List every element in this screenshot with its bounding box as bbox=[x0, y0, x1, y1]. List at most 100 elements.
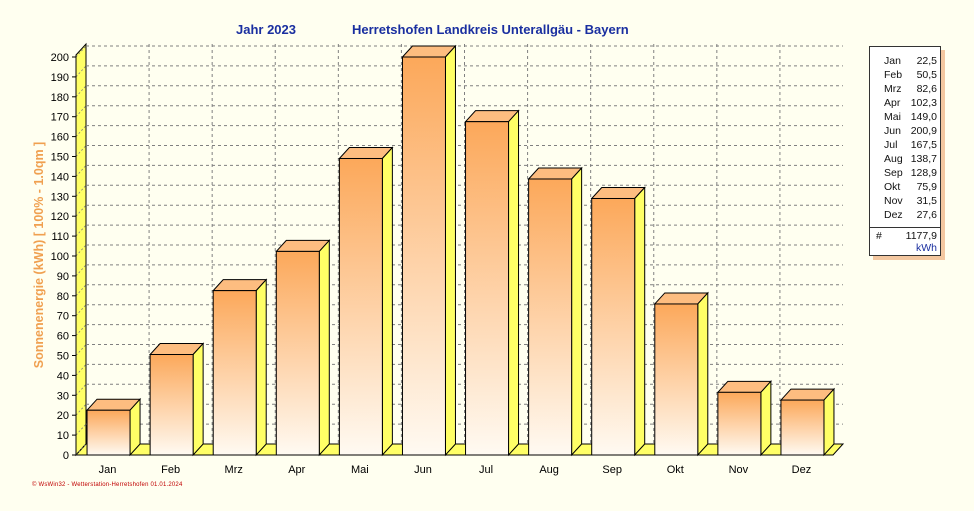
bar-front-face bbox=[591, 197, 636, 456]
legend-month: Aug bbox=[884, 153, 903, 165]
gridline-side bbox=[75, 204, 87, 217]
gridline-side bbox=[75, 384, 87, 396]
x-tick-label: Mai bbox=[351, 464, 369, 476]
bar-side-face bbox=[760, 380, 772, 457]
legend-value: 200,9 bbox=[910, 125, 937, 137]
y-tick-label: 10 bbox=[57, 430, 69, 442]
bar-aug bbox=[527, 166, 583, 457]
gridline-side bbox=[75, 403, 87, 416]
bar-side-face bbox=[571, 166, 583, 457]
side-wall bbox=[75, 42, 87, 457]
y-tick-label: 140 bbox=[51, 171, 69, 183]
legend-row: Nov 31,5 bbox=[870, 194, 940, 208]
y-tick-label: 170 bbox=[51, 112, 69, 124]
bar-front-face bbox=[717, 391, 762, 456]
x-tick-label: Jan bbox=[99, 464, 117, 476]
x-tick-label: Dez bbox=[792, 464, 812, 476]
gridline-side bbox=[75, 423, 87, 436]
x-tick-labels: Jan Feb Mrz Apr Mai Jun Jul Aug Sep Okt Nov Dez bbox=[99, 464, 812, 476]
y-tick-labels: 0 10 20 30 40 50 60 70 80 90 100 110 120 130 140 150 160… bbox=[51, 52, 76, 462]
legend-value: 31,5 bbox=[916, 195, 937, 207]
x-tick-label: Apr bbox=[288, 464, 305, 476]
bar-front-face bbox=[465, 121, 510, 456]
legend-total-value: 1177,9 bbox=[905, 230, 937, 242]
y-axis-label: Sonnenenergie (kWh) [ 100% - 1.0qm ] bbox=[32, 142, 46, 368]
bar-front-face bbox=[212, 290, 257, 456]
y-tick-label: 60 bbox=[57, 331, 69, 343]
bar-front-face bbox=[275, 250, 320, 456]
y-tick-label: 200 bbox=[51, 52, 69, 64]
legend-row: Dez 27,6 bbox=[870, 208, 940, 222]
bar-side-face bbox=[634, 186, 646, 457]
chart-title-year: Jahr 2023 bbox=[236, 22, 296, 37]
legend-value: 50,5 bbox=[916, 69, 937, 81]
y-tick-label: 190 bbox=[51, 72, 69, 84]
bar-front-face bbox=[654, 303, 699, 456]
y-tick-label: 130 bbox=[51, 191, 69, 203]
legend-row: Apr 102,3 bbox=[870, 96, 940, 110]
y-tick-label: 180 bbox=[51, 92, 69, 104]
legend-total-symbol: # bbox=[876, 230, 882, 242]
bar-front-face bbox=[338, 157, 383, 456]
y-tick-label: 20 bbox=[57, 410, 69, 422]
legend-month: Mrz bbox=[884, 83, 902, 95]
legend-month: Dez bbox=[884, 209, 903, 221]
bar-feb bbox=[148, 342, 205, 457]
bar-side-face bbox=[508, 109, 520, 457]
legend-unit: kWh bbox=[916, 242, 937, 254]
x-tick-label: Mrz bbox=[225, 464, 243, 476]
footer-credit: © WsWin32 - Wetterstation-Herretshofen 0… bbox=[32, 482, 183, 488]
bar-front-face bbox=[149, 354, 194, 456]
bar-jul bbox=[464, 109, 520, 457]
y-tick-label: 70 bbox=[57, 311, 69, 323]
x-tick-label: Jul bbox=[479, 464, 493, 476]
gridline-side bbox=[75, 185, 87, 197]
bar-apr bbox=[275, 239, 331, 457]
gridline-side bbox=[75, 284, 87, 297]
gridline-side bbox=[75, 443, 87, 456]
legend-month: Nov bbox=[884, 195, 903, 207]
gridline-side bbox=[75, 105, 87, 117]
legend-value: 27,6 bbox=[916, 209, 937, 221]
bar-jun bbox=[401, 44, 457, 457]
legend-table: Jan 22,5 Feb 50,5 Mrz 82,6 Apr 102,3 Mai 149,0 Jun… bbox=[869, 46, 941, 256]
legend-row: Jan 22,5 bbox=[870, 54, 940, 68]
bar-sep bbox=[590, 186, 646, 457]
chart-title-location: Herretshofen Landkreis Unterallgäu - Bay… bbox=[352, 22, 629, 37]
legend-month: Jan bbox=[884, 55, 901, 67]
bar-side-face bbox=[823, 387, 835, 457]
bar-front-face bbox=[528, 178, 573, 456]
legend-row: Aug 138,7 bbox=[870, 152, 940, 166]
legend-value: 102,3 bbox=[910, 97, 937, 109]
legend-value: 75,9 bbox=[916, 181, 937, 193]
gridline-side bbox=[75, 224, 87, 237]
bar-front-face bbox=[780, 399, 825, 456]
legend-row: Jul 167,5 bbox=[870, 138, 940, 152]
legend-month: Jun bbox=[884, 125, 901, 137]
gridline-side bbox=[75, 344, 87, 356]
y-tick-label: 0 bbox=[63, 450, 69, 462]
y-tick-label: 100 bbox=[51, 251, 69, 263]
x-tick-label: Nov bbox=[729, 464, 749, 476]
gridline-side bbox=[75, 264, 87, 277]
bar-side-face bbox=[444, 44, 456, 457]
bar-jan bbox=[85, 397, 142, 457]
legend-value: 138,7 bbox=[910, 153, 937, 165]
gridline-side bbox=[75, 45, 87, 58]
legend-month: Apr bbox=[884, 97, 901, 109]
y-tick-label: 120 bbox=[51, 211, 69, 223]
y-tick-label: 30 bbox=[57, 390, 69, 402]
legend-value: 149,0 bbox=[910, 111, 937, 123]
bar-side-face bbox=[318, 239, 330, 457]
gridline-side bbox=[75, 65, 87, 78]
y-tick-label: 80 bbox=[57, 291, 69, 303]
legend-row: Mai 149,0 bbox=[870, 110, 940, 124]
legend-month: Feb bbox=[884, 69, 903, 81]
gridline-side bbox=[75, 364, 87, 376]
bar-mai bbox=[338, 146, 394, 457]
bar-nov bbox=[716, 380, 773, 457]
x-tick-label: Sep bbox=[602, 464, 622, 476]
legend-month: Jul bbox=[884, 139, 898, 151]
legend-row: Okt 75,9 bbox=[870, 180, 940, 194]
legend-value: 22,5 bbox=[916, 55, 937, 67]
